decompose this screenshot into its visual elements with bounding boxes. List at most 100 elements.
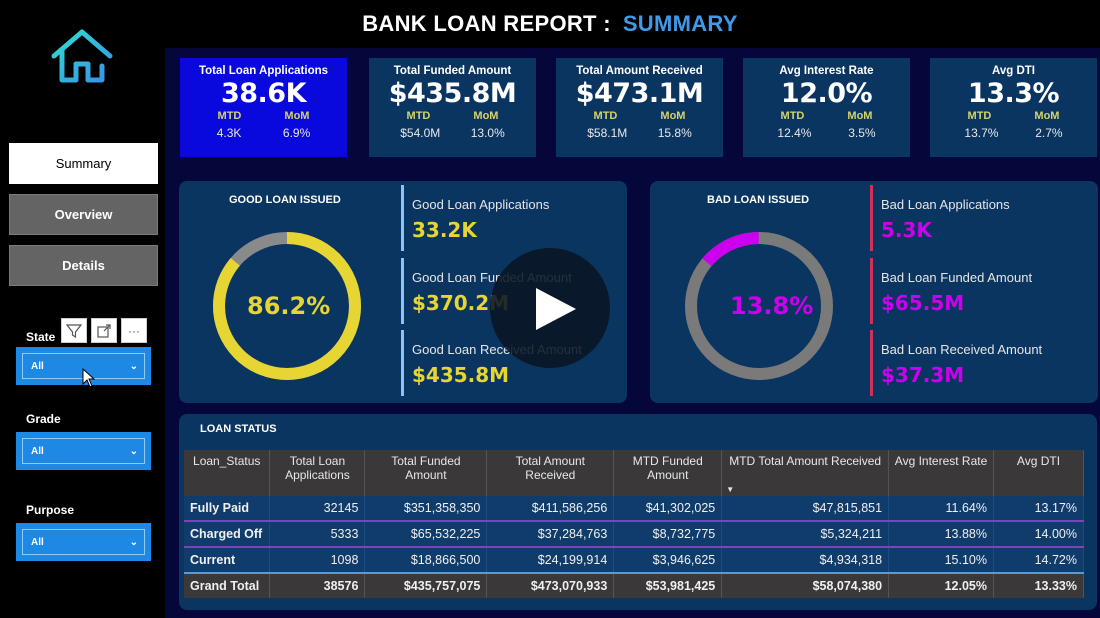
column-header[interactable]: Avg Interest Rate xyxy=(888,450,994,496)
mtd-value: 4.3K xyxy=(216,126,242,140)
cell: $351,358,350 xyxy=(364,496,488,522)
more-options-icon[interactable]: ··· xyxy=(121,318,147,343)
cell: 15.10% xyxy=(888,547,994,574)
cell: 12.05% xyxy=(888,573,994,598)
column-header[interactable]: Total Amount Received xyxy=(486,450,615,496)
mom-label: MoM xyxy=(1034,110,1060,122)
cell: 5333 xyxy=(269,521,366,548)
cell: 13.33% xyxy=(993,573,1085,598)
kpi-title: Total Amount Received xyxy=(576,65,703,77)
mtd-label: MTD xyxy=(967,110,992,122)
kpi-title: Total Loan Applications xyxy=(198,65,329,77)
table-header-row: Loan_Status Total Loan Applications Tota… xyxy=(184,450,1085,496)
kpi-card-avg-interest-rate[interactable]: Avg Interest Rate 12.0% MTD MoM 12.4% 3.5% xyxy=(743,58,910,157)
kpi-value: $473.1M xyxy=(575,78,704,109)
focus-mode-icon[interactable] xyxy=(91,318,117,343)
home-icon[interactable] xyxy=(50,26,114,90)
column-header-sorted[interactable]: MTD Total Amount Received ▼ xyxy=(721,450,890,496)
nav-summary-button[interactable]: Summary xyxy=(9,143,158,184)
mtd-label: MTD xyxy=(780,110,805,122)
cell: 32145 xyxy=(269,496,366,522)
mom-label: MoM xyxy=(473,110,499,122)
table-row[interactable]: Current 1098 $18,866,500 $24,199,914 $3,… xyxy=(184,547,1085,574)
purpose-slicer-label: Purpose xyxy=(26,503,75,517)
grade-slicer-dropdown[interactable]: All ⌄ xyxy=(16,432,151,470)
good-loan-percent: 86.2% xyxy=(247,292,331,320)
kpi-title: Total Funded Amount xyxy=(393,65,512,77)
mtd-label: MTD xyxy=(217,110,242,122)
table-total-row: Grand Total 38576 $435,757,075 $473,070,… xyxy=(184,573,1085,598)
grade-slicer-value: All xyxy=(31,445,44,457)
cell: $3,946,625 xyxy=(613,547,723,574)
cell: 38576 xyxy=(269,573,366,598)
column-header-label: MTD Total Amount Received xyxy=(729,454,882,468)
cell: $411,586,256 xyxy=(486,496,615,522)
metric-label: Good Loan Applications xyxy=(412,197,550,212)
cell: Current xyxy=(184,547,271,574)
mom-label: MoM xyxy=(284,110,310,122)
table-row[interactable]: Fully Paid 32145 $351,358,350 $411,586,2… xyxy=(184,496,1085,522)
cell: 13.88% xyxy=(888,521,994,548)
loan-status-title: LOAN STATUS xyxy=(200,423,277,435)
mom-value: 6.9% xyxy=(282,126,311,140)
kpi-card-avg-dti[interactable]: Avg DTI 13.3% MTD MoM 13.7% 2.7% xyxy=(930,58,1097,157)
good-loan-donut-chart[interactable] xyxy=(210,229,364,383)
mtd-value: 13.7% xyxy=(964,126,999,140)
purpose-slicer-dropdown[interactable]: All ⌄ xyxy=(16,523,151,561)
page-title: BANK LOAN REPORT : SUMMARY xyxy=(165,0,935,48)
column-header[interactable]: Total Funded Amount xyxy=(364,450,488,496)
metric-value: 33.2K xyxy=(412,218,477,242)
cell: $5,324,211 xyxy=(721,521,890,548)
kpi-card-total-amount-received[interactable]: Total Amount Received $473.1M MTD MoM $58… xyxy=(556,58,723,157)
purpose-slicer-value: All xyxy=(31,536,44,548)
metric-label: Bad Loan Received Amount xyxy=(881,342,1043,357)
cell: $53,981,425 xyxy=(613,573,723,598)
mouse-cursor-icon xyxy=(82,368,96,388)
bad-loan-donut-chart[interactable] xyxy=(683,230,835,382)
cell: $58,074,380 xyxy=(721,573,890,598)
cell: $24,199,914 xyxy=(486,547,615,574)
video-play-button[interactable] xyxy=(490,248,610,368)
mom-value: 13.0% xyxy=(470,126,505,140)
metric-value: $65.5M xyxy=(881,291,965,315)
mtd-label: MTD xyxy=(593,110,618,122)
nav-label: Details xyxy=(62,258,105,273)
kpi-card-total-funded-amount[interactable]: Total Funded Amount $435.8M MTD MoM $54.0… xyxy=(369,58,536,157)
cell: $435,757,075 xyxy=(364,573,488,598)
sidebar: Summary Overview Details State ··· All ⌄ … xyxy=(0,0,165,618)
table-row[interactable]: Charged Off 5333 $65,532,225 $37,284,763… xyxy=(184,521,1085,548)
filter-icon[interactable] xyxy=(61,318,87,343)
cell: Charged Off xyxy=(184,521,271,548)
cell: $8,732,775 xyxy=(613,521,723,548)
title-main: BANK LOAN REPORT : xyxy=(362,11,611,36)
metric-label: Bad Loan Applications xyxy=(881,197,1010,212)
cell: 1098 xyxy=(269,547,366,574)
mom-value: 3.5% xyxy=(848,126,876,140)
kpi-value: 13.3% xyxy=(967,78,1060,109)
metric-value: $37.3M xyxy=(881,363,965,387)
kpi-card-total-loan-applications[interactable]: Total Loan Applications 38.6K MTD MoM 4.3… xyxy=(180,58,347,157)
cell: $18,866,500 xyxy=(364,547,488,574)
mom-label: MoM xyxy=(660,110,686,122)
loan-status-table: Loan_Status Total Loan Applications Tota… xyxy=(184,450,1085,598)
kpi-value: 38.6K xyxy=(220,78,307,109)
bad-loan-applications-metric: Bad Loan Applications 5.3K xyxy=(870,185,1081,251)
column-header[interactable]: Loan_Status xyxy=(184,450,271,496)
cell: $37,284,763 xyxy=(486,521,615,548)
cell: $473,070,933 xyxy=(486,573,615,598)
nav-details-button[interactable]: Details xyxy=(9,245,158,286)
column-header[interactable]: Avg DTI xyxy=(993,450,1085,496)
cell: Fully Paid xyxy=(184,496,271,522)
nav-overview-button[interactable]: Overview xyxy=(9,194,158,235)
mtd-value: $58.1M xyxy=(587,126,628,140)
mom-value: 2.7% xyxy=(1035,126,1063,140)
cell: 13.17% xyxy=(993,496,1085,522)
kpi-title: Avg DTI xyxy=(991,65,1036,77)
kpi-value: 12.0% xyxy=(780,78,873,109)
column-header[interactable]: MTD Funded Amount xyxy=(613,450,723,496)
metric-value: 5.3K xyxy=(881,218,932,242)
mom-label: MoM xyxy=(847,110,873,122)
column-header[interactable]: Total Loan Applications xyxy=(269,450,366,496)
visual-header-toolbar: ··· xyxy=(61,318,147,343)
mom-value: 15.8% xyxy=(657,126,692,140)
